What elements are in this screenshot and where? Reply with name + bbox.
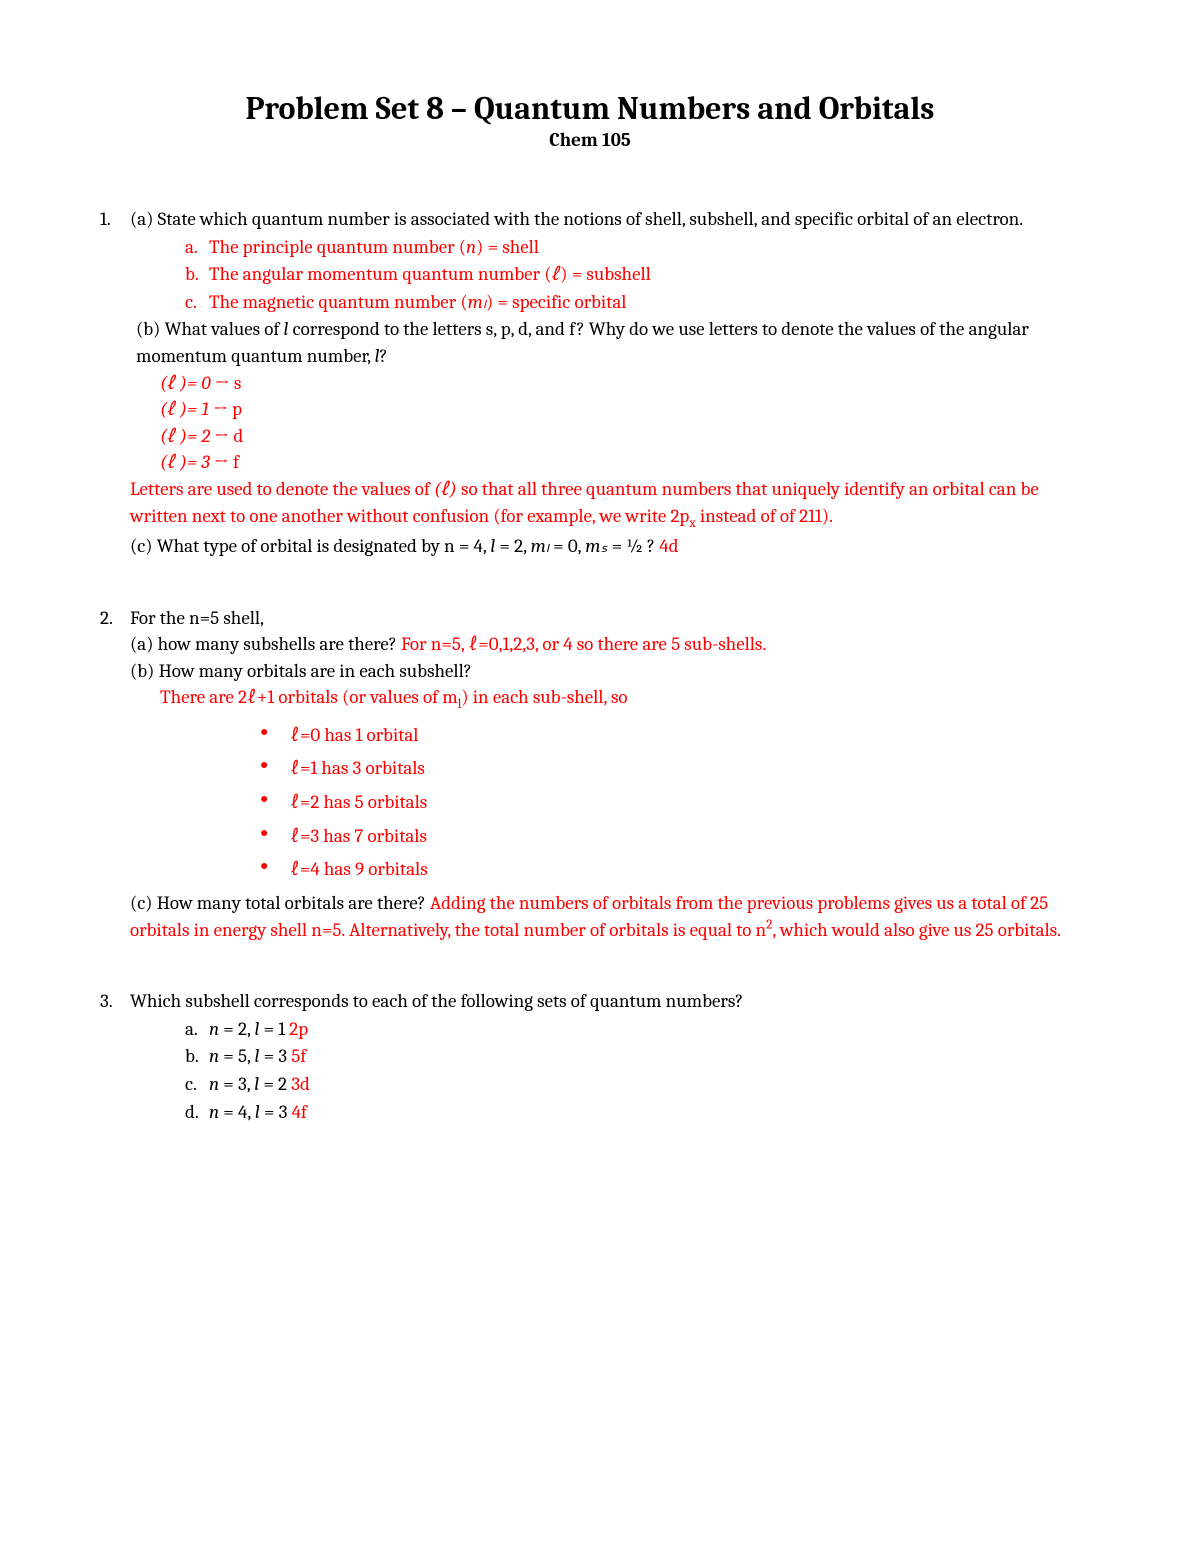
answer-text: 3d: [291, 1073, 310, 1095]
question-text: (c) What type of orbital is designated b…: [130, 533, 1080, 560]
answer-item: c. The magnetic quantum number (mₗ) = sp…: [185, 289, 1080, 316]
answer-item: a. The principle quantum number (n) = sh…: [185, 234, 1080, 261]
list-item: a. n = 2, l = 1 2p: [185, 1016, 1080, 1043]
bullet-item: ●ℓ=0 has 1 orbital: [260, 722, 1080, 749]
answer-text: 2p: [289, 1018, 308, 1040]
answer-explanation: Letters are used to denote the values of…: [130, 476, 1080, 533]
bullet-item: ●ℓ=4 has 9 orbitals: [260, 856, 1080, 883]
problem-2: 2. For the n=5 shell, (a) how many subsh…: [100, 605, 1080, 944]
answer-text: 4d: [659, 535, 678, 557]
answer-text: (ℓ )= 1 p: [160, 396, 1080, 423]
list-marker: a.: [185, 234, 209, 261]
question-intro: For the n=5 shell,: [130, 605, 1080, 632]
bullet-icon: ●: [260, 722, 290, 742]
bullet-icon: ●: [260, 755, 290, 775]
document-title: Problem Set 8 – Quantum Numbers and Orbi…: [100, 90, 1080, 127]
question-text: (a) how many subshells are there? For n=…: [130, 631, 1080, 658]
problem-number: 3.: [100, 988, 130, 1015]
list-marker: a.: [185, 1016, 209, 1043]
problem-3: 3. Which subshell corresponds to each of…: [100, 988, 1080, 1126]
answer-text: For n=5, ℓ=0,1,2,3, or 4 so there are 5 …: [401, 633, 766, 655]
list-marker: b.: [185, 1043, 209, 1070]
document-subtitle: Chem 105: [100, 129, 1080, 151]
list-marker: c.: [185, 1071, 209, 1098]
problem-number: 2.: [100, 605, 130, 632]
question-text: (a) State which quantum number is associ…: [130, 206, 1080, 233]
answer-text: (ℓ )= 3 f: [160, 449, 1080, 476]
bullet-icon: ●: [260, 823, 290, 843]
list-item: b. n = 5, l = 3 5f: [185, 1043, 1080, 1070]
bullet-item: ●ℓ=2 has 5 orbitals: [260, 789, 1080, 816]
bullet-item: ●ℓ=3 has 7 orbitals: [260, 823, 1080, 850]
list-marker: d.: [185, 1099, 209, 1126]
list-item: c. n = 3, l = 2 3d: [185, 1071, 1080, 1098]
list-marker: b.: [185, 261, 209, 288]
bullet-icon: ●: [260, 789, 290, 809]
list-item: d. n = 4, l = 3 4f: [185, 1099, 1080, 1126]
question-text: (b) How many orbitals are in each subshe…: [130, 658, 1080, 685]
answer-item: b. The angular momentum quantum number (…: [185, 261, 1080, 288]
answer-text: 5f: [291, 1045, 306, 1067]
question-text: (b) What values of l correspond to the l…: [136, 316, 1080, 369]
answer-text: (ℓ )= 0 s: [160, 370, 1080, 397]
problem-content: (a) State which quantum number is associ…: [130, 206, 1080, 560]
problem-content: For the n=5 shell, (a) how many subshell…: [130, 605, 1080, 944]
list-marker: c.: [185, 289, 209, 316]
problem-1: 1. (a) State which quantum number is ass…: [100, 206, 1080, 560]
answer-text: 4f: [292, 1101, 307, 1123]
bullet-icon: ●: [260, 856, 290, 876]
problem-number: 1.: [100, 206, 130, 233]
question-text: (c) How many total orbitals are there? A…: [130, 890, 1080, 944]
problem-content: Which subshell corresponds to each of th…: [130, 988, 1080, 1126]
answer-text: There are 2ℓ+1 orbitals (or values of ml…: [160, 684, 1080, 714]
answer-text: (ℓ )= 2 d: [160, 423, 1080, 450]
bullet-item: ●ℓ=1 has 3 orbitals: [260, 755, 1080, 782]
question-text: Which subshell corresponds to each of th…: [130, 988, 1080, 1015]
